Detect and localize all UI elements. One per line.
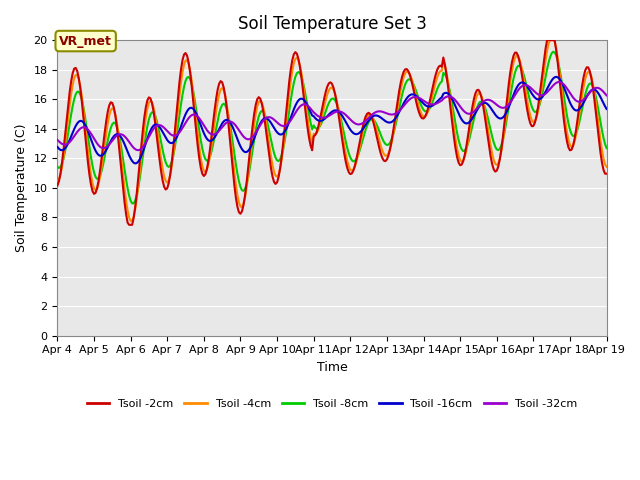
- Tsoil -2cm: [368, 114, 376, 120]
- Tsoil -32cm: [556, 79, 563, 85]
- Tsoil -2cm: [157, 168, 165, 174]
- Tsoil -16cm: [603, 106, 611, 112]
- Tsoil -16cm: [131, 160, 139, 166]
- Tsoil -2cm: [603, 171, 611, 177]
- Line: Tsoil -16cm: Tsoil -16cm: [58, 77, 607, 163]
- Tsoil -16cm: [54, 144, 61, 150]
- Tsoil -16cm: [386, 120, 394, 125]
- Text: VR_met: VR_met: [60, 35, 112, 48]
- Tsoil -32cm: [386, 111, 394, 117]
- Tsoil -8cm: [537, 97, 545, 103]
- Tsoil -16cm: [537, 96, 545, 101]
- Tsoil -8cm: [398, 92, 406, 97]
- Tsoil -4cm: [157, 156, 165, 162]
- Line: Tsoil -32cm: Tsoil -32cm: [58, 82, 607, 150]
- Line: Tsoil -4cm: Tsoil -4cm: [58, 40, 607, 221]
- Tsoil -8cm: [69, 103, 77, 109]
- Tsoil -32cm: [368, 112, 376, 118]
- Tsoil -32cm: [537, 93, 545, 98]
- Tsoil -8cm: [157, 139, 165, 145]
- Tsoil -32cm: [157, 123, 165, 129]
- Tsoil -32cm: [69, 135, 77, 141]
- Y-axis label: Soil Temperature (C): Soil Temperature (C): [15, 124, 28, 252]
- Tsoil -4cm: [603, 164, 611, 170]
- Tsoil -16cm: [157, 126, 165, 132]
- Tsoil -2cm: [537, 82, 545, 88]
- Tsoil -4cm: [537, 91, 545, 96]
- Tsoil -8cm: [549, 49, 557, 55]
- Tsoil -32cm: [134, 147, 142, 153]
- Tsoil -16cm: [398, 103, 406, 109]
- Tsoil -32cm: [603, 93, 611, 98]
- Tsoil -8cm: [603, 145, 611, 151]
- Tsoil -4cm: [547, 37, 554, 43]
- Legend: Tsoil -2cm, Tsoil -4cm, Tsoil -8cm, Tsoil -16cm, Tsoil -32cm: Tsoil -2cm, Tsoil -4cm, Tsoil -8cm, Tsoi…: [83, 395, 582, 413]
- Tsoil -2cm: [398, 73, 406, 79]
- Line: Tsoil -8cm: Tsoil -8cm: [58, 52, 607, 204]
- Tsoil -4cm: [54, 178, 61, 184]
- Tsoil -8cm: [386, 140, 394, 146]
- Tsoil -2cm: [69, 71, 77, 76]
- Tsoil -16cm: [552, 74, 560, 80]
- Tsoil -2cm: [543, 37, 551, 43]
- Tsoil -4cm: [127, 218, 134, 224]
- Tsoil -8cm: [128, 201, 136, 206]
- Tsoil -4cm: [398, 80, 406, 86]
- Line: Tsoil -2cm: Tsoil -2cm: [58, 40, 607, 225]
- Tsoil -8cm: [54, 164, 61, 169]
- Tsoil -8cm: [368, 116, 376, 122]
- Tsoil -32cm: [398, 105, 406, 110]
- Tsoil -2cm: [54, 183, 61, 189]
- Tsoil -2cm: [386, 146, 394, 152]
- Tsoil -4cm: [368, 113, 376, 119]
- Title: Soil Temperature Set 3: Soil Temperature Set 3: [237, 15, 426, 33]
- Tsoil -16cm: [368, 114, 376, 120]
- X-axis label: Time: Time: [317, 361, 348, 374]
- Tsoil -16cm: [69, 130, 77, 135]
- Tsoil -32cm: [54, 137, 61, 143]
- Tsoil -4cm: [386, 146, 394, 152]
- Tsoil -4cm: [69, 82, 77, 88]
- Tsoil -2cm: [125, 222, 133, 228]
